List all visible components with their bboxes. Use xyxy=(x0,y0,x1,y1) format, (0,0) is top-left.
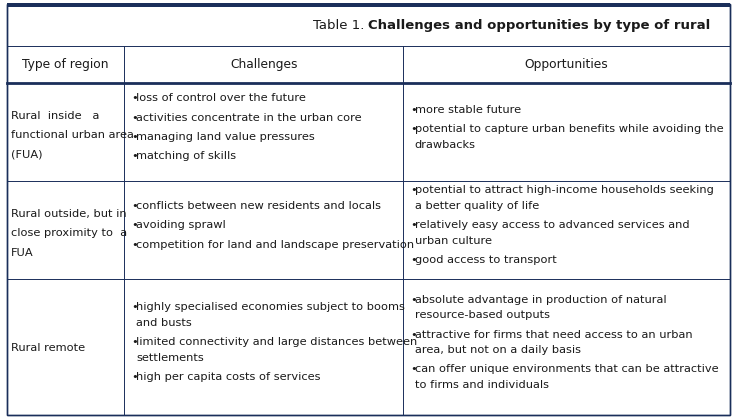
Text: •: • xyxy=(131,220,139,230)
Text: absolute advantage in production of natural: absolute advantage in production of natu… xyxy=(415,295,666,305)
Text: Opportunities: Opportunities xyxy=(525,58,608,71)
Text: •: • xyxy=(131,132,139,142)
Text: functional urban area: functional urban area xyxy=(11,130,134,140)
Text: Challenges: Challenges xyxy=(230,58,298,71)
Text: conflicts between new residents and locals: conflicts between new residents and loca… xyxy=(136,201,382,211)
Text: •: • xyxy=(410,185,416,195)
Text: •: • xyxy=(410,105,416,115)
Text: drawbacks: drawbacks xyxy=(415,140,476,150)
Text: •: • xyxy=(131,93,139,103)
Text: activities concentrate in the urban core: activities concentrate in the urban core xyxy=(136,113,362,123)
Text: Table 1.: Table 1. xyxy=(313,20,368,33)
Text: •: • xyxy=(410,124,416,134)
Text: relatively easy access to advanced services and: relatively easy access to advanced servi… xyxy=(415,220,690,230)
Text: highly specialised economies subject to booms: highly specialised economies subject to … xyxy=(136,303,405,313)
Text: •: • xyxy=(131,240,139,250)
Text: limited connectivity and large distances between: limited connectivity and large distances… xyxy=(136,337,418,347)
Text: •: • xyxy=(131,337,139,347)
Text: •: • xyxy=(410,329,416,339)
Text: a better quality of life: a better quality of life xyxy=(415,201,539,211)
Text: •: • xyxy=(131,303,139,313)
Text: Challenges and opportunities by type of rural: Challenges and opportunities by type of … xyxy=(368,20,710,33)
Text: •: • xyxy=(131,372,139,382)
Text: settlements: settlements xyxy=(136,353,204,363)
Text: good access to transport: good access to transport xyxy=(415,255,556,265)
Text: •: • xyxy=(131,151,139,161)
Text: potential to capture urban benefits while avoiding the: potential to capture urban benefits whil… xyxy=(415,124,724,134)
Text: •: • xyxy=(410,365,416,375)
Text: •: • xyxy=(410,255,416,265)
Text: high per capita costs of services: high per capita costs of services xyxy=(136,372,321,382)
Text: and busts: and busts xyxy=(136,318,192,328)
Text: •: • xyxy=(131,113,139,123)
Text: competition for land and landscape preservation: competition for land and landscape prese… xyxy=(136,240,415,250)
Text: (FUA): (FUA) xyxy=(11,150,43,160)
Text: managing land value pressures: managing land value pressures xyxy=(136,132,315,142)
Bar xyxy=(7,3,730,7)
Text: potential to attract high-income households seeking: potential to attract high-income househo… xyxy=(415,185,713,195)
Text: Rural outside, but in: Rural outside, but in xyxy=(11,209,127,219)
Text: can offer unique environments that can be attractive: can offer unique environments that can b… xyxy=(415,365,719,375)
Text: Type of region: Type of region xyxy=(23,58,109,71)
Text: resource-based outputs: resource-based outputs xyxy=(415,310,550,320)
Text: •: • xyxy=(131,201,139,211)
Text: close proximity to  a: close proximity to a xyxy=(11,228,127,238)
Text: attractive for firms that need access to an urban: attractive for firms that need access to… xyxy=(415,329,693,339)
Text: matching of skills: matching of skills xyxy=(136,151,237,161)
Text: more stable future: more stable future xyxy=(415,105,521,115)
Text: •: • xyxy=(410,295,416,305)
Text: avoiding sprawl: avoiding sprawl xyxy=(136,220,226,230)
Text: •: • xyxy=(410,220,416,230)
Text: Rural remote: Rural remote xyxy=(11,343,85,353)
Text: to firms and individuals: to firms and individuals xyxy=(415,380,549,390)
Text: urban culture: urban culture xyxy=(415,236,492,246)
Text: loss of control over the future: loss of control over the future xyxy=(136,93,307,103)
Text: FUA: FUA xyxy=(11,248,34,258)
Text: Rural  inside   a: Rural inside a xyxy=(11,111,99,121)
Text: area, but not on a daily basis: area, but not on a daily basis xyxy=(415,345,581,355)
